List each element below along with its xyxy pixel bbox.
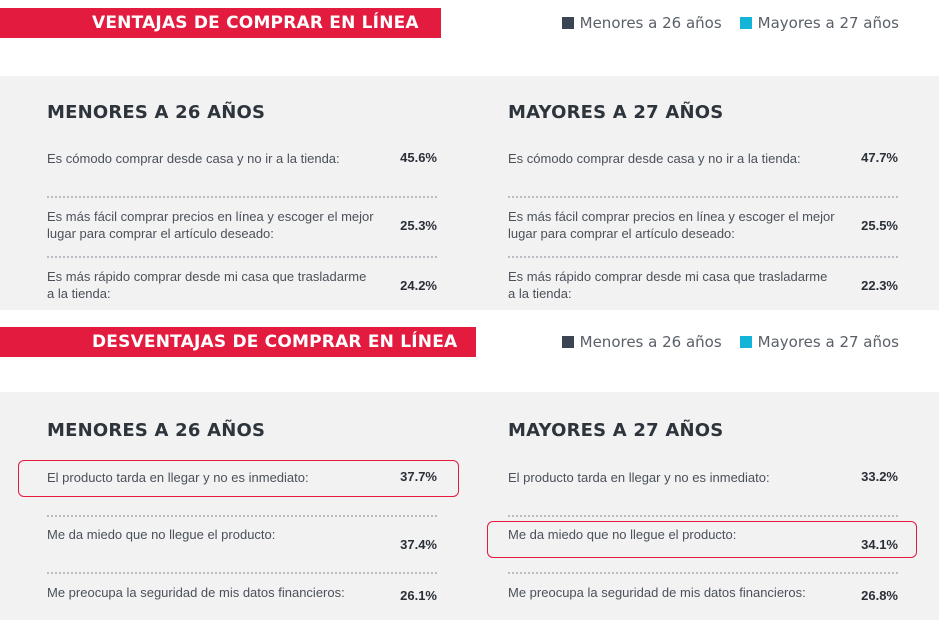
item-value: 33.2% [861, 469, 898, 484]
highlight-box [487, 521, 917, 558]
divider [47, 196, 437, 198]
item-text: Me da miedo que no llegue el producto: [508, 527, 737, 542]
desventajas-section: DESVENTAJAS DE COMPRAR EN LÍNEA Menores … [0, 310, 939, 620]
divider [508, 515, 898, 517]
column-title: MAYORES A 27 AÑOS [508, 102, 724, 123]
item-text: Me da miedo que no llegue el producto: [47, 527, 276, 542]
ventajas-banner: VENTAJAS DE COMPRAR EN LÍNEA [0, 8, 441, 38]
item-value: 22.3% [861, 278, 898, 293]
desventajas-mayores-column: MAYORES A 27 AÑOS El producto tarda en l… [487, 420, 917, 620]
highlight-box [18, 460, 459, 497]
item-value: 37.4% [400, 537, 437, 552]
item-text: Me preocupa la seguridad de mis datos fi… [47, 585, 345, 600]
ventajas-section: VENTAJAS DE COMPRAR EN LÍNEA Menores a 2… [0, 8, 939, 310]
item-value: 34.1% [861, 537, 898, 552]
ventajas-menores-column: MENORES A 26 AÑOS Es cómodo comprar desd… [47, 102, 437, 310]
item-text: Es cómodo comprar desde casa y no ir a l… [47, 151, 340, 166]
item-value: 47.7% [861, 150, 898, 165]
divider [508, 572, 898, 574]
divider [47, 515, 437, 517]
divider [508, 196, 898, 198]
item-text: Es más fácil comprar precios en línea y … [47, 209, 374, 241]
item-value: 25.3% [400, 218, 437, 233]
item-value: 37.7% [400, 469, 437, 484]
desventajas-legend: Menores a 26 años Mayores a 27 años [561, 327, 899, 357]
item-text: El producto tarda en llegar y no es inme… [508, 470, 770, 485]
desventajas-menores-column: MENORES A 26 AÑOS El producto tarda en l… [18, 420, 459, 620]
legend-swatch-menores [561, 17, 574, 29]
legend-label-menores: Menores a 26 años [579, 14, 722, 32]
item-value: 25.5% [861, 218, 898, 233]
item-text: Es cómodo comprar desde casa y no ir a l… [508, 151, 801, 166]
legend-label-mayores: Mayores a 27 años [757, 14, 899, 32]
ventajas-panel: MENORES A 26 AÑOS Es cómodo comprar desd… [0, 76, 939, 310]
divider [47, 256, 437, 258]
desventajas-banner: DESVENTAJAS DE COMPRAR EN LÍNEA [0, 327, 476, 357]
ventajas-mayores-column: MAYORES A 27 AÑOS Es cómodo comprar desd… [508, 102, 898, 310]
legend-label-mayores: Mayores a 27 años [757, 333, 899, 351]
item-value: 26.8% [861, 588, 898, 603]
column-title: MENORES A 26 AÑOS [47, 102, 266, 123]
divider [508, 256, 898, 258]
item-text: Es más rápido comprar desde mi casa que … [47, 269, 367, 301]
item-value: 26.1% [400, 588, 437, 603]
divider [47, 572, 437, 574]
item-text: Es más rápido comprar desde mi casa que … [508, 269, 828, 301]
column-title: MAYORES A 27 AÑOS [508, 420, 724, 441]
legend-label-menores: Menores a 26 años [579, 333, 722, 351]
legend-swatch-mayores [739, 336, 752, 348]
item-text: Me preocupa la seguridad de mis datos fi… [508, 585, 806, 600]
item-text: Es más fácil comprar precios en línea y … [508, 209, 835, 241]
item-value: 45.6% [400, 150, 437, 165]
desventajas-panel: MENORES A 26 AÑOS El producto tarda en l… [0, 392, 939, 620]
legend-swatch-mayores [739, 17, 752, 29]
column-title: MENORES A 26 AÑOS [47, 420, 266, 441]
ventajas-legend: Menores a 26 años Mayores a 27 años [561, 8, 899, 38]
item-text: El producto tarda en llegar y no es inme… [47, 470, 309, 485]
legend-swatch-menores [561, 336, 574, 348]
item-value: 24.2% [400, 278, 437, 293]
